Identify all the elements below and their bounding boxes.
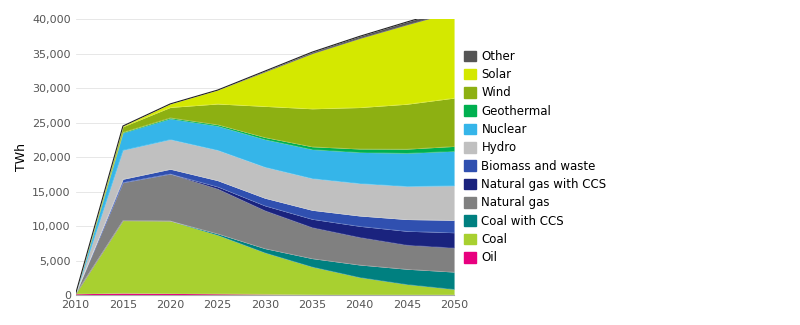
- Legend: Other, Solar, Wind, Geothermal, Nuclear, Hydro, Biomass and waste, Natural gas w: Other, Solar, Wind, Geothermal, Nuclear,…: [464, 50, 606, 264]
- Y-axis label: TWh: TWh: [15, 143, 28, 171]
